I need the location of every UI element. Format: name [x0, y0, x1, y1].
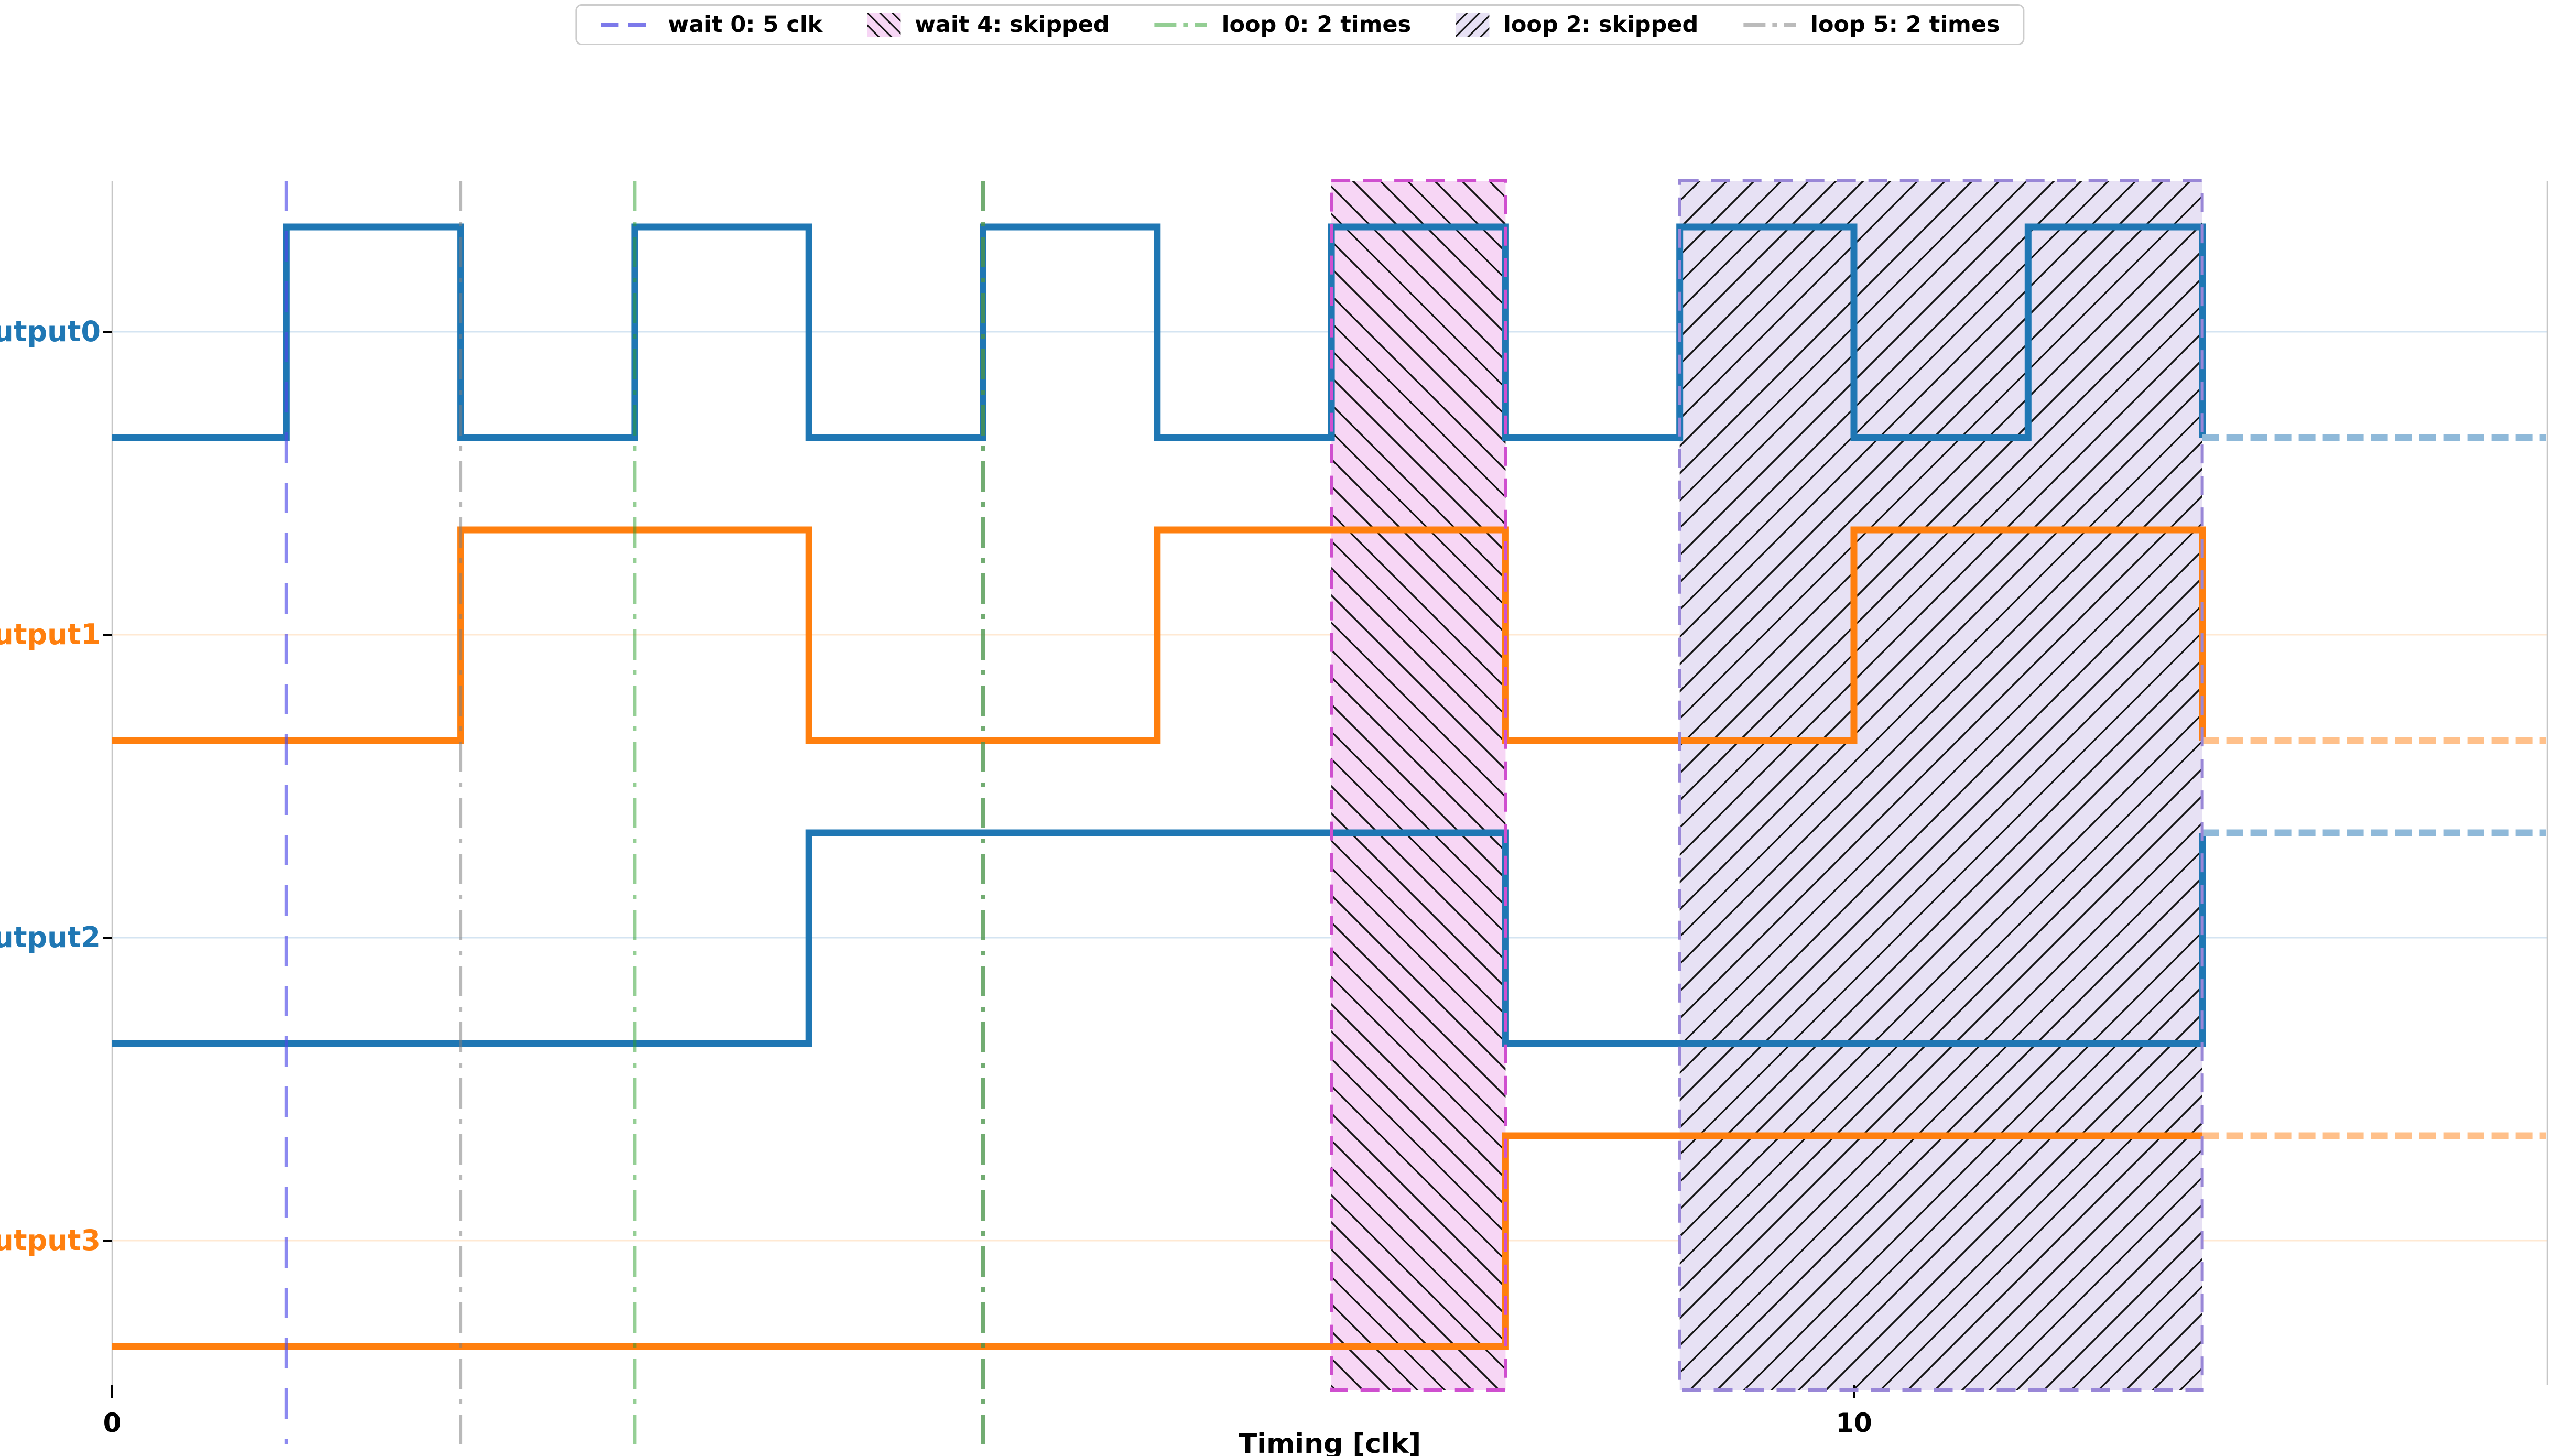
y-axis-label-output0: output0	[0, 315, 101, 348]
y-axis-label-output1: output1	[0, 618, 101, 651]
legend-swatch-green-dashdot-line	[1154, 19, 1208, 30]
region-border-loop-2-skipped	[1678, 179, 2204, 1392]
legend-item-loop2: loop 2: skipped	[1455, 12, 1698, 37]
legend-item-wait4: wait 4: skipped	[866, 12, 1110, 37]
x-tick-label-10: 10	[1836, 1408, 1872, 1438]
axes-layer	[103, 181, 2548, 1398]
x-axis-title: Timing [clk]	[1239, 1428, 1421, 1456]
legend-label: loop 2: skipped	[1503, 11, 1699, 38]
legend-item-loop5: loop 5: 2 times	[1742, 11, 2000, 38]
region-borders-layer	[1330, 179, 2204, 1392]
text-layer: output0 output1 output2 output3 0 10 Tim…	[0, 315, 1872, 1456]
legend-swatch-pink-hatch-patch	[866, 12, 901, 37]
region-hatch-wait-4-skipped	[1331, 181, 1506, 1390]
skip-regions-layer	[1331, 181, 2202, 1390]
legend-label: wait 0: 5 clk	[668, 11, 823, 38]
legend-patch-hatch	[867, 13, 901, 37]
legend-label: loop 0: 2 times	[1221, 11, 1412, 38]
legend-patch-hatch	[1456, 13, 1490, 37]
legend-item-wait0: wait 0: 5 clk	[600, 11, 823, 38]
waveform-output0	[112, 223, 2206, 441]
legend-swatch-purple-hatch-patch	[1455, 12, 1490, 37]
legend-swatch-gray-dashdot-line	[1742, 19, 1797, 30]
region-hatch-loop-2-skipped	[1679, 181, 2202, 1390]
legend-label: loop 5: 2 times	[1810, 11, 2000, 38]
y-axis-label-output3: output3	[0, 1224, 101, 1257]
legend-item-loop0: loop 0: 2 times	[1154, 11, 1412, 38]
legend-swatch-dashed-line	[600, 19, 654, 30]
marker-lines-layer	[284, 181, 985, 1444]
legend: wait 0: 5 clk wait 4: skipped loop 0: 2 …	[575, 4, 2025, 45]
legend-label: wait 4: skipped	[915, 11, 1110, 38]
y-axis-label-output2: output2	[0, 921, 101, 954]
x-tick-label-0: 0	[103, 1408, 122, 1438]
